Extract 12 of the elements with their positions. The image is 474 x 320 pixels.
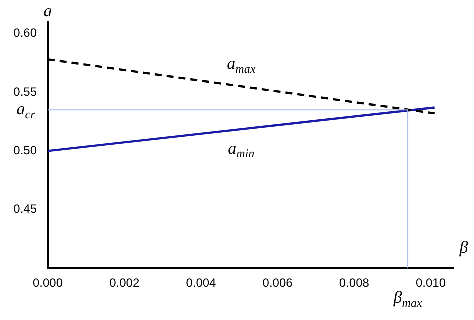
y-tick-label: 0.60: [14, 26, 38, 40]
x-tick-label: 0.006: [262, 276, 294, 290]
x-tick-label: 0.010: [416, 276, 446, 290]
x-tick-label: 0.004: [186, 276, 217, 290]
x-axis-title: β: [458, 238, 469, 258]
y-tick-label: 0.45: [14, 202, 38, 216]
y-tick-label: 0.50: [14, 143, 38, 158]
y-axis-title: a: [44, 1, 52, 20]
x-tick-label: 0.000: [32, 276, 64, 290]
x-tick-label: 0.008: [339, 276, 370, 290]
x-tick-label: 0.002: [110, 276, 140, 290]
y-tick-label: 0.55: [14, 84, 38, 99]
